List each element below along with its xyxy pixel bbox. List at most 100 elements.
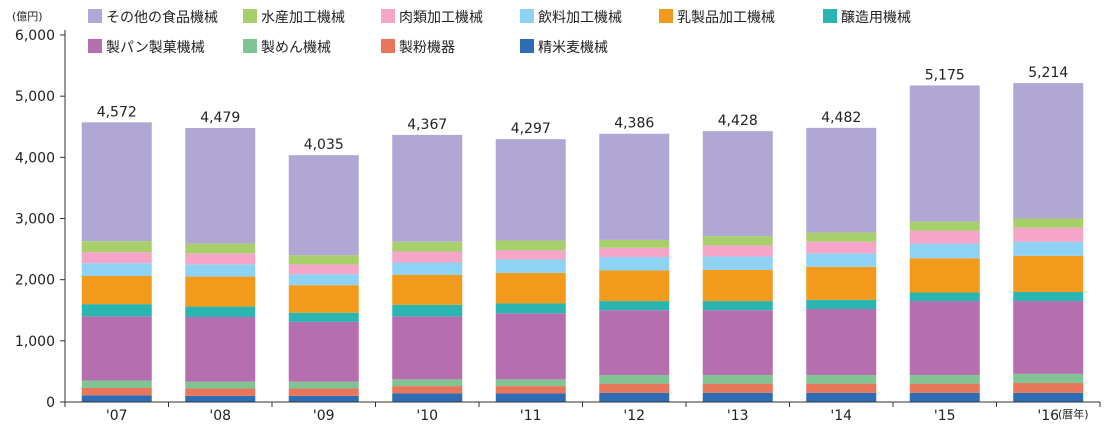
bar-segment [185, 253, 256, 265]
bar-segment [702, 301, 773, 311]
bar-segment [288, 285, 359, 313]
bar-segment [702, 256, 773, 270]
bar-segment [806, 383, 877, 393]
bar-segment [288, 274, 359, 286]
bar-total-label: 5,214 [1028, 65, 1068, 81]
x-tick-label: '13 [727, 408, 749, 424]
legend-swatch [88, 9, 102, 23]
bar-segment [392, 393, 463, 402]
legend-label: 飲料加工機械 [538, 10, 622, 26]
bar-segment [1013, 301, 1084, 374]
legend-label: その他の食品機械 [106, 9, 218, 26]
bar-segment [599, 270, 670, 302]
bar-segment [81, 387, 152, 396]
bar-segment [909, 243, 980, 259]
bar-segment [288, 312, 359, 322]
x-tick-label: '16 [1037, 408, 1059, 424]
bar-segment [599, 301, 670, 311]
legend-swatch [381, 9, 395, 23]
bar-segment [288, 255, 359, 265]
x-tick-label: '07 [106, 408, 128, 424]
legend-label: 精米麦機械 [538, 40, 608, 56]
total-labels: 4,572 4,479 4,035 4,367 4,297 4,386 4,428 4,482… [97, 65, 1069, 153]
legend-swatch [520, 39, 534, 53]
bar-total-label: 4,367 [407, 117, 447, 133]
bar-segment [599, 133, 670, 240]
legend-swatch [823, 9, 837, 23]
bars [81, 83, 1084, 402]
bar-segment [599, 310, 670, 376]
bar-segment [392, 134, 463, 242]
bar-segment [702, 383, 773, 393]
bar-segment [909, 85, 980, 222]
bar-segment [392, 386, 463, 394]
bar-total-label: 4,428 [718, 113, 758, 129]
x-axis-unit: (暦年) [1058, 407, 1089, 421]
y-axis-unit: (億円) [12, 10, 43, 23]
bar-segment [1013, 241, 1084, 256]
legend-swatch [88, 39, 102, 53]
bar-segment [806, 375, 877, 384]
legend: その他の食品機械 水産加工機械 肉類加工機械 飲料加工機械 乳製品加工機械 醸造用機械製パ… [88, 9, 911, 56]
y-tick-label: 4,000 [15, 150, 55, 166]
bar-segment [185, 306, 256, 317]
x-axis: '07 '08 '09 '10 '11 '12 '13 '14 '15 '16 [64, 401, 1101, 424]
bar-total-label: 4,386 [614, 116, 654, 132]
x-tick-label: '15 [934, 408, 956, 424]
bar-segment [185, 264, 256, 277]
bar-segment [702, 392, 773, 402]
bar-segment [392, 262, 463, 275]
bar-segment [806, 299, 877, 310]
x-tick-label: '11 [520, 408, 542, 424]
bar-segment [81, 304, 152, 317]
bar-segment [495, 379, 566, 387]
bar-segment [81, 241, 152, 253]
legend-label: 肉類加工機械 [399, 10, 483, 26]
bar-segment [1013, 83, 1084, 219]
bar-segment [81, 316, 152, 381]
x-tick-label: '09 [313, 408, 335, 424]
bar-total-label: 4,479 [200, 110, 240, 126]
bar-segment [702, 245, 773, 257]
bar-segment [495, 240, 566, 251]
y-tick-label: 0 [46, 395, 55, 411]
x-tick-label: '08 [209, 408, 231, 424]
bar-segment [288, 155, 359, 256]
bar-segment [909, 392, 980, 402]
bar-segment [909, 230, 980, 244]
legend-swatch [659, 9, 673, 23]
bar-segment [702, 131, 773, 237]
bar-segment [185, 128, 256, 244]
legend-swatch [520, 9, 534, 23]
y-tick-label: 1,000 [15, 334, 55, 350]
legend-label: 醸造用機械 [841, 10, 911, 26]
bar-segment [392, 379, 463, 387]
bar-segment [495, 259, 566, 273]
bar-segment [185, 276, 256, 307]
bar-segment [392, 316, 463, 380]
bar-segment [599, 392, 670, 402]
bar-segment [1013, 383, 1084, 393]
bar-segment [495, 386, 566, 394]
bar-segment [185, 395, 256, 402]
bar-segment [806, 309, 877, 376]
bar-total-label: 4,035 [304, 137, 344, 153]
bar-segment [1013, 255, 1084, 292]
bar-segment [185, 381, 256, 389]
bar-segment [81, 380, 152, 388]
bar-segment [599, 239, 670, 248]
bar-segment [806, 241, 877, 254]
bar-segment [392, 251, 463, 263]
x-tick-label: '12 [623, 408, 645, 424]
bar-segment [702, 269, 773, 302]
legend-label: 水産加工機械 [261, 10, 345, 26]
x-tick-label: '10 [416, 408, 438, 424]
bar-segment [599, 247, 670, 258]
bar-segment [288, 264, 359, 275]
bar-segment [495, 313, 566, 380]
bar-segment [599, 375, 670, 384]
y-tick-label: 6,000 [15, 28, 55, 44]
bar-segment [185, 316, 256, 382]
bar-segment [288, 381, 359, 389]
bar-segment [909, 258, 980, 293]
